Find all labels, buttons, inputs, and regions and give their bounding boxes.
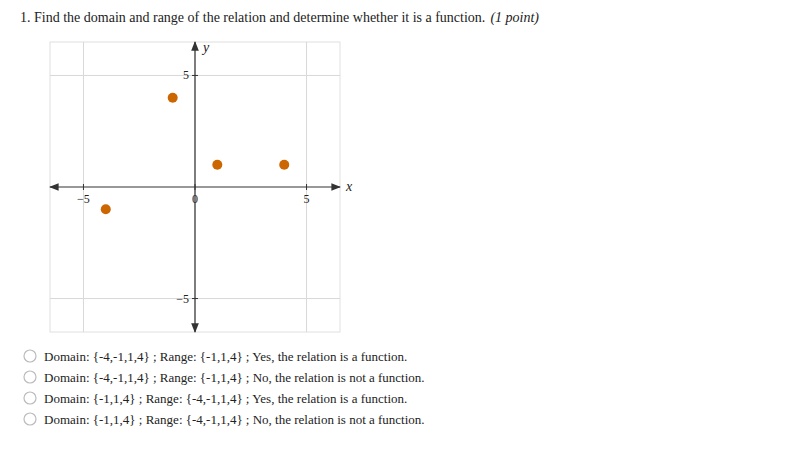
grid-line-x: [306, 42, 307, 332]
tick-label-y: −5: [176, 292, 189, 306]
grid-line-x: [195, 42, 196, 332]
tick-x: [306, 184, 307, 190]
chart: 1. Find the domain and range of the rela…: [0, 0, 800, 450]
grid-line-x: [83, 42, 84, 332]
title: 1. Find the domain and range of the rela…: [20, 10, 485, 25]
radio-button: [24, 392, 36, 404]
point: [279, 160, 289, 170]
tick-x: [83, 184, 84, 190]
choice-text: Domain: {-1,1,4} ; Range: {-4,-1,1,4} ; …: [44, 412, 425, 427]
plot-frame: [50, 42, 340, 332]
y-axis: [194, 42, 195, 332]
tick-x: [195, 184, 196, 190]
choice-text: Domain: {-4,-1,1,4} ; Range: {-1,1,4} ; …: [44, 349, 407, 364]
tick-y: [192, 75, 198, 76]
tick-label-y: 5: [183, 68, 189, 82]
choice-text: Domain: {-4,-1,1,4} ; Range: {-1,1,4} ; …: [44, 370, 425, 385]
radio-button: [24, 371, 36, 383]
tick-label-x: 0: [192, 192, 198, 206]
grid: [50, 42, 340, 332]
choice-text: Domain: {-1,1,4} ; Range: {-4,-1,1,4} ; …: [44, 391, 407, 406]
tick-label-x: −5: [77, 192, 90, 206]
subtitle: (1 point): [490, 10, 539, 26]
points: [101, 93, 289, 215]
grid-line-y: [50, 75, 340, 76]
radio-button: [24, 413, 36, 425]
tick-label-x: 5: [304, 192, 310, 206]
title-line: 1. Find the domain and range of the rela…: [20, 10, 539, 26]
radio-button: [24, 350, 36, 362]
point: [212, 160, 222, 170]
point: [101, 204, 111, 214]
x-axis-label: x: [345, 179, 353, 194]
y-axis-label: y: [201, 40, 210, 55]
point: [168, 93, 178, 103]
grid-line-y: [50, 298, 340, 299]
tick-y: [192, 298, 198, 299]
